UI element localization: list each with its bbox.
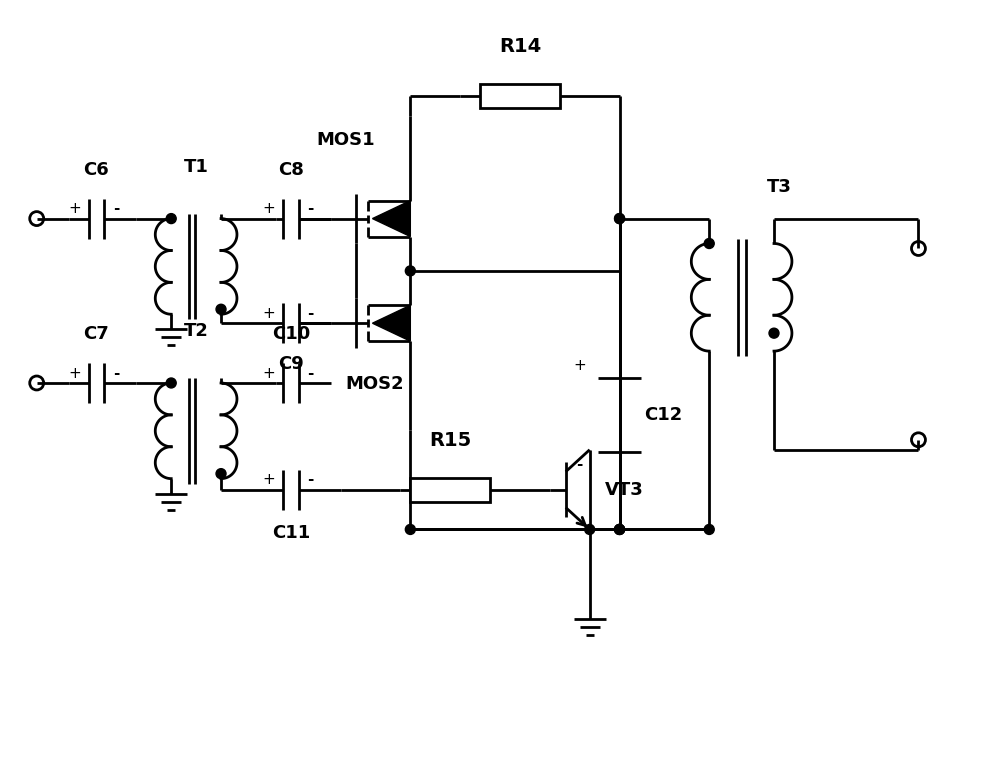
Polygon shape: [372, 201, 410, 236]
Text: C9: C9: [278, 355, 304, 373]
Text: +: +: [262, 305, 275, 321]
Text: +: +: [573, 358, 586, 373]
Bar: [410, 478, 490, 502]
Text: +: +: [68, 201, 81, 216]
Circle shape: [585, 525, 595, 534]
Circle shape: [405, 266, 415, 276]
Circle shape: [166, 214, 176, 224]
Polygon shape: [372, 305, 410, 341]
Circle shape: [615, 525, 625, 534]
Circle shape: [615, 214, 625, 224]
Text: T2: T2: [184, 322, 209, 340]
Text: -: -: [308, 201, 314, 216]
Circle shape: [615, 525, 625, 534]
Text: C7: C7: [84, 325, 109, 343]
Text: T1: T1: [184, 158, 209, 176]
Circle shape: [216, 468, 226, 478]
Text: -: -: [308, 472, 314, 487]
Text: T3: T3: [767, 177, 791, 196]
Text: R15: R15: [429, 431, 471, 449]
Text: -: -: [113, 201, 120, 216]
Bar: [480, 84, 560, 108]
Text: -: -: [113, 365, 120, 381]
Text: R14: R14: [499, 37, 541, 56]
Circle shape: [216, 304, 226, 315]
Circle shape: [704, 239, 714, 249]
Text: C12: C12: [644, 406, 683, 424]
Text: C8: C8: [278, 161, 304, 179]
Text: MOS2: MOS2: [346, 375, 404, 393]
Text: C11: C11: [272, 525, 310, 543]
Text: +: +: [262, 201, 275, 216]
Text: VT3: VT3: [605, 481, 643, 499]
Circle shape: [615, 525, 625, 534]
Text: MOS1: MOS1: [316, 131, 375, 149]
Circle shape: [769, 328, 779, 338]
Text: -: -: [308, 365, 314, 381]
Text: C6: C6: [84, 161, 109, 179]
Circle shape: [704, 525, 714, 534]
Circle shape: [166, 378, 176, 388]
Text: -: -: [308, 305, 314, 321]
Text: +: +: [262, 365, 275, 381]
Text: +: +: [68, 365, 81, 381]
Text: -: -: [577, 457, 583, 471]
Text: +: +: [262, 472, 275, 487]
Text: C10: C10: [272, 325, 310, 343]
Circle shape: [615, 214, 625, 224]
Circle shape: [405, 525, 415, 534]
